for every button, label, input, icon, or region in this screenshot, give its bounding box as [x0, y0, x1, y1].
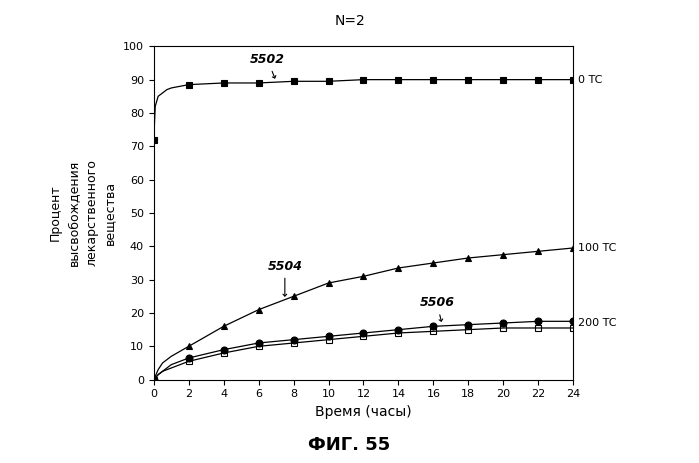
Text: 5504: 5504 [267, 260, 303, 296]
Text: 5506: 5506 [419, 296, 454, 321]
X-axis label: Время (часы): Время (часы) [315, 405, 412, 419]
Text: N=2: N=2 [334, 14, 365, 28]
Text: 0 TC: 0 TC [579, 75, 603, 85]
Text: ФИГ. 55: ФИГ. 55 [308, 436, 391, 454]
Text: 5502: 5502 [250, 53, 285, 78]
Text: 200 TC: 200 TC [579, 318, 617, 328]
Text: 100 TC: 100 TC [579, 243, 617, 253]
Y-axis label: Процент
высвобождения
лекарственного
вещества: Процент высвобождения лекарственного вещ… [49, 160, 116, 266]
